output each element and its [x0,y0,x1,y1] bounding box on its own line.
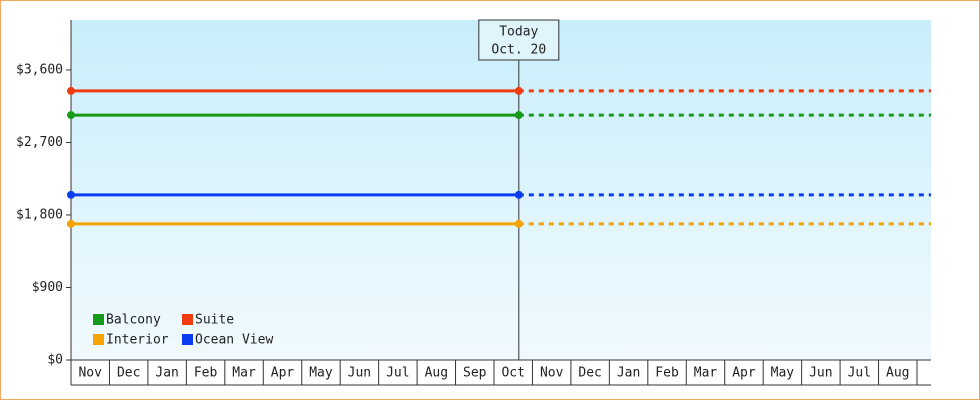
x-tick-label: Jul [386,366,409,381]
x-tick-label: Oct [501,366,524,381]
x-tick-label: Aug [886,366,909,381]
x-tick-label: Dec [117,366,140,381]
x-tick-label: Apr [732,366,756,381]
legend-swatch [93,334,104,345]
legend-label: Ocean View [195,333,273,348]
price-point [67,86,75,95]
x-tick-label: Feb [194,366,218,381]
legend-label: Interior [106,333,169,348]
x-tick-label: Jun [809,366,832,381]
x-tick-label: Aug [425,366,448,381]
plot-area [71,20,931,360]
x-tick-label: Apr [271,366,295,381]
x-tick-label: Mar [232,366,256,381]
today-label: Today [499,25,538,40]
x-tick-label: Jul [848,366,871,381]
price-point [67,190,75,199]
price-point [67,111,75,120]
x-tick-label: Jun [348,366,371,381]
x-tick-label: Feb [655,366,679,381]
legend-swatch [182,334,193,345]
y-tick-label: $0 [47,353,63,368]
legend-label: Suite [195,313,234,328]
x-tick-label: Nov [540,366,564,381]
x-tick-label: Sep [463,366,487,381]
x-tick-label: May [309,366,333,381]
x-tick-label: Mar [694,366,718,381]
legend-label: Balcony [106,313,161,328]
x-tick-label: Jan [617,366,640,381]
x-tick-label: Jan [155,366,178,381]
x-tick-label: May [771,366,795,381]
today-box [478,19,560,61]
y-tick-label: $3,600 [16,62,63,77]
y-tick-label: $2,700 [16,135,63,150]
y-tick-label: $900 [32,280,63,295]
price-point [514,219,523,228]
legend-swatch [182,314,193,325]
price-point [514,190,523,199]
price-point [67,219,75,228]
x-tick-label: Nov [78,366,102,381]
y-tick-label: $1,800 [16,207,63,222]
price-point [514,86,523,95]
price-point [514,111,523,120]
today-date: Oct. 20 [491,43,546,58]
legend-swatch [93,314,104,325]
x-tick-label: Dec [578,366,601,381]
